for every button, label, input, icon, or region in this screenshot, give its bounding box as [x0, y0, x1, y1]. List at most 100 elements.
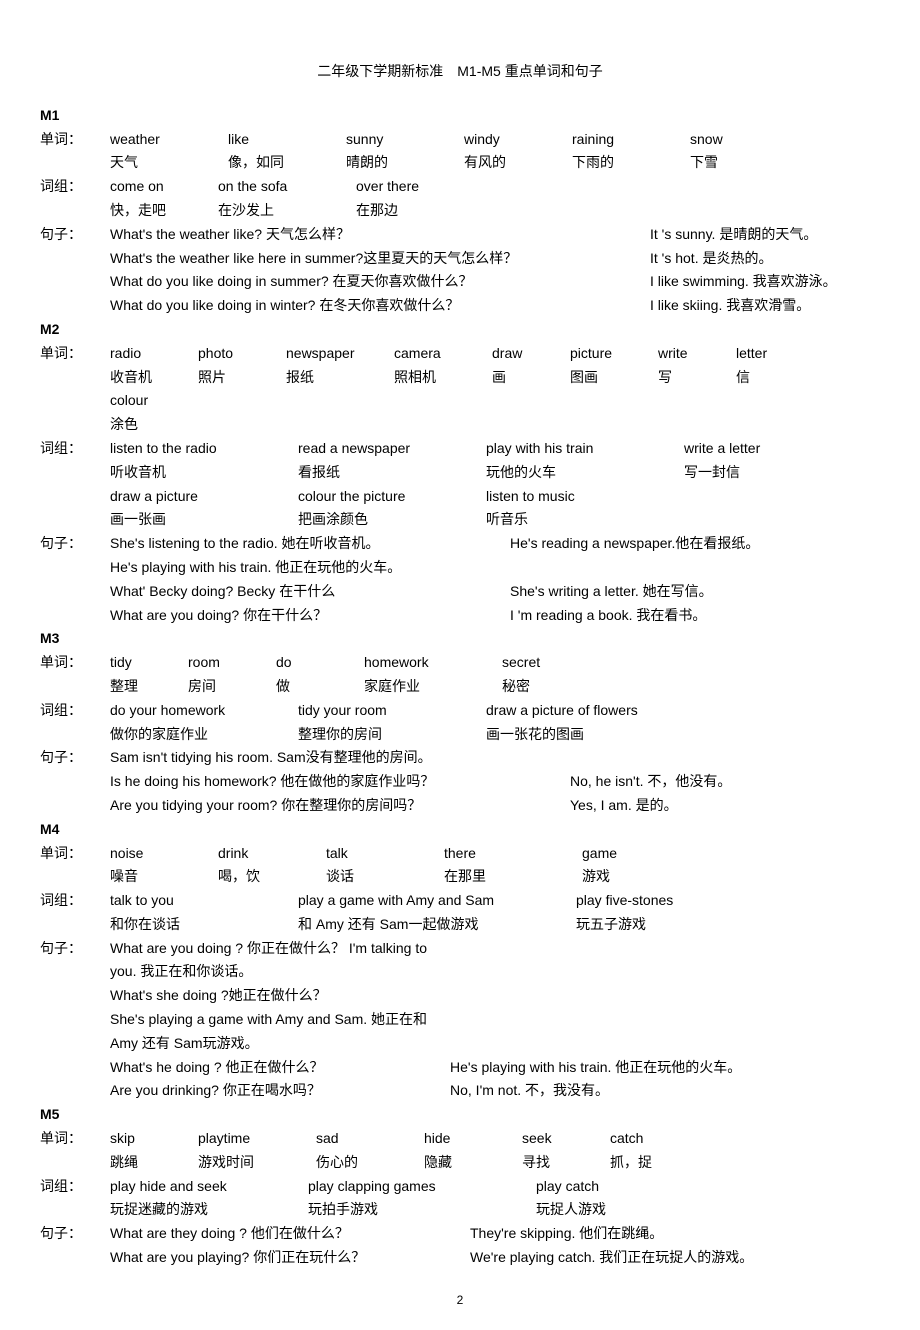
sentence-line: What are they doing ? 他们在做什么？They're ski… — [110, 1222, 880, 1246]
phrases-row: 词组： do your homework做你的家庭作业tidy your roo… — [40, 699, 880, 747]
module-header: M2 — [40, 318, 880, 342]
sentence-line: What are you playing? 你们正在玩什么？We're play… — [110, 1246, 880, 1270]
word-item: play a game with Amy and Sam和 Amy 还有 Sam… — [298, 889, 568, 937]
words-label: 单词： — [40, 1127, 110, 1175]
word-item: play clapping games玩拍手游戏 — [308, 1175, 528, 1223]
sentence-right: He's reading a newspaper.他在看报纸。 — [510, 532, 880, 556]
word-item: skip跳绳 — [110, 1127, 190, 1175]
word-zh: 伤心的 — [316, 1151, 358, 1175]
sentence-right: I 'm reading a book. 我在看书。 — [510, 604, 880, 628]
sentence-line: Sam isn't tidying his room. Sam没有整理他的房间。 — [110, 746, 880, 770]
word-item: draw画 — [492, 342, 562, 390]
word-en: raining — [572, 128, 614, 152]
word-zh: 有风的 — [464, 151, 506, 175]
word-zh: 谈话 — [326, 865, 354, 889]
word-item: picture图画 — [570, 342, 650, 390]
word-item: windy有风的 — [464, 128, 564, 176]
word-item: play with his train玩他的火车 — [486, 437, 676, 485]
word-item: write a letter写一封信 — [684, 437, 804, 485]
word-en: letter — [736, 342, 767, 366]
word-item: drink喝，饮 — [218, 842, 318, 890]
word-en: picture — [570, 342, 612, 366]
word-en: room — [188, 651, 220, 675]
sentence-line: What's he doing ? 他正在做什么？He's playing wi… — [110, 1056, 880, 1080]
word-en: listen to the radio — [110, 437, 217, 461]
sentences-label: 句子： — [40, 532, 110, 627]
sentences-content: Sam isn't tidying his room. Sam没有整理他的房间。… — [110, 746, 880, 817]
word-item: talk谈话 — [326, 842, 436, 890]
sentences-row: 句子： What are they doing ? 他们在做什么？They're… — [40, 1222, 880, 1270]
sentence-right: I like skiing. 我喜欢滑雪。 — [650, 294, 880, 318]
word-en: there — [444, 842, 476, 866]
sentence-left: What's he doing ? 他正在做什么？ — [110, 1056, 450, 1080]
sentence-line: What are you doing ? 你正在做什么？ I'm talking… — [110, 937, 880, 985]
sentence-left: Sam isn't tidying his room. Sam没有整理他的房间。 — [110, 746, 570, 770]
word-en: snow — [690, 128, 723, 152]
word-zh: 画一张画 — [110, 508, 166, 532]
phrases-label: 词组： — [40, 699, 110, 747]
word-en: newspaper — [286, 342, 355, 366]
sentences-content: What's the weather like? 天气怎么样？It 's sun… — [110, 223, 880, 318]
sentence-left: What do you like doing in winter? 在冬天你喜欢… — [110, 294, 650, 318]
word-zh: 在那里 — [444, 865, 486, 889]
word-item: letter信 — [736, 342, 806, 390]
word-en: tidy your room — [298, 699, 387, 723]
word-item: room房间 — [188, 651, 268, 699]
sentence-left: Are you drinking? 你正在喝水吗？ — [110, 1079, 450, 1103]
word-item: snow下雪 — [690, 128, 770, 176]
word-en: noise — [110, 842, 143, 866]
word-item: listen to the radio听收音机 — [110, 437, 290, 485]
phrases-label: 词组： — [40, 889, 110, 937]
word-item: colour涂色 — [110, 389, 170, 437]
phrases-label: 词组： — [40, 175, 110, 223]
sentence-left: What are you playing? 你们正在玩什么？ — [110, 1246, 470, 1270]
module-header: M5 — [40, 1103, 880, 1127]
sentence-line: She's listening to the radio. 她在听收音机。He'… — [110, 532, 880, 556]
word-en: talk to you — [110, 889, 174, 913]
sentences-row: 句子： She's listening to the radio. 她在听收音机… — [40, 532, 880, 627]
word-zh: 照片 — [198, 366, 226, 390]
word-zh: 下雨的 — [572, 151, 614, 175]
word-item: read a newspaper看报纸 — [298, 437, 478, 485]
phrases-row: 词组： listen to the radio听收音机read a newspa… — [40, 437, 880, 532]
word-en: draw a picture of flowers — [486, 699, 638, 723]
sentence-left: What's the weather like? 天气怎么样？ — [110, 223, 650, 247]
word-zh: 整理你的房间 — [298, 723, 382, 747]
word-zh: 噪音 — [110, 865, 138, 889]
word-en: tidy — [110, 651, 132, 675]
sentences-row: 句子： What's the weather like? 天气怎么样？It 's… — [40, 223, 880, 318]
word-en: windy — [464, 128, 500, 152]
word-item: listen to music听音乐 — [486, 485, 636, 533]
word-en: like — [228, 128, 249, 152]
sentence-left: She's listening to the radio. 她在听收音机。 — [110, 532, 510, 556]
words-row: 单词： radio收音机photo照片newspaper报纸camera照相机d… — [40, 342, 880, 437]
word-zh: 抓，捉 — [610, 1151, 652, 1175]
word-en: draw a picture — [110, 485, 198, 509]
word-item: sunny晴朗的 — [346, 128, 456, 176]
sentences-label: 句子： — [40, 223, 110, 318]
word-zh: 玩捉人游戏 — [536, 1198, 606, 1222]
word-zh: 做 — [276, 675, 290, 699]
word-en: camera — [394, 342, 441, 366]
word-zh: 把画涂颜色 — [298, 508, 368, 532]
words-label: 单词： — [40, 842, 110, 890]
word-en: sad — [316, 1127, 339, 1151]
word-zh: 秘密 — [502, 675, 530, 699]
word-zh: 晴朗的 — [346, 151, 388, 175]
words-content: weather天气like像，如同sunny晴朗的windy有风的raining… — [110, 128, 880, 176]
words-row: 单词： noise噪音drink喝，饮talk谈话there在那里game游戏 — [40, 842, 880, 890]
word-item: there在那里 — [444, 842, 574, 890]
word-zh: 下雪 — [690, 151, 718, 175]
word-zh: 寻找 — [522, 1151, 550, 1175]
word-zh: 看报纸 — [298, 461, 340, 485]
phrases-row: 词组： talk to you和你在谈话play a game with Amy… — [40, 889, 880, 937]
sentence-right: He's playing with his train. 他正在玩他的火车。 — [450, 1056, 880, 1080]
word-en: weather — [110, 128, 160, 152]
word-en: hide — [424, 1127, 450, 1151]
sentences-content: What are they doing ? 他们在做什么？They're ski… — [110, 1222, 880, 1270]
sentence-left: What are you doing ? 你正在做什么？ I'm talking… — [110, 937, 450, 985]
sentence-line: What's the weather like here in summer?这… — [110, 247, 880, 271]
word-en: do your homework — [110, 699, 225, 723]
word-en: write a letter — [684, 437, 760, 461]
word-en: drink — [218, 842, 248, 866]
